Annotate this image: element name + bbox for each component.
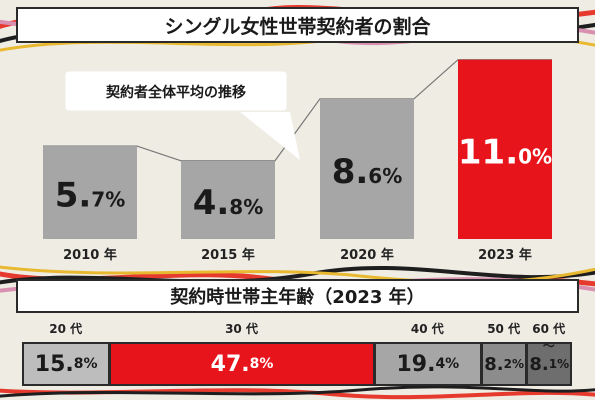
bar-chart-contract-ratio: 5.7% 2010 年 4.8% 2015 年 8.6% 2020 年 11.0% 2023 …: [43, 59, 552, 263]
bar-value-label: 4.8%: [193, 183, 264, 223]
bar-1: [43, 146, 137, 239]
age-segment-2: 47. 8%: [109, 342, 375, 386]
age-segment-3: 19. 4%: [373, 342, 482, 386]
bar-value-label: 11.0%: [458, 132, 552, 172]
trend-line: [43, 59, 552, 162]
bar-4: [458, 59, 552, 240]
category-label: 2015 年: [201, 247, 255, 263]
category-label: 2020 年: [340, 247, 394, 263]
bar-value-label: 8.6%: [332, 152, 403, 192]
age-category-label: 40 代: [410, 322, 444, 336]
age-category-label: 30 代: [225, 322, 258, 336]
annotation-callout: 契約者全体平均の推移: [65, 71, 300, 160]
category-label: 2023 年: [478, 247, 532, 263]
age-segment-1: 15. 8%: [22, 342, 111, 386]
category-label: 2010 年: [63, 247, 117, 263]
bar-3: [320, 98, 414, 239]
age-category-label: 50 代: [487, 322, 521, 336]
age-segment-4: 8. 2%: [480, 342, 528, 386]
decorative-stripes-bottom: [0, 385, 595, 400]
bar-value-label: 5.7%: [55, 176, 126, 216]
chart-title-householder-age: 契約時世帯主年齢（2023 年）: [16, 279, 579, 313]
annotation-text: 契約者全体平均の推移: [105, 84, 246, 101]
age-category-label: 20 代: [49, 322, 83, 336]
age-segment-5: 8. 1%: [526, 342, 573, 386]
age-category-label: 60 代～: [532, 322, 566, 353]
bar-2: [181, 160, 275, 239]
chart-title-single-female-ratio: シングル女性世帯契約者の割合: [16, 7, 579, 43]
